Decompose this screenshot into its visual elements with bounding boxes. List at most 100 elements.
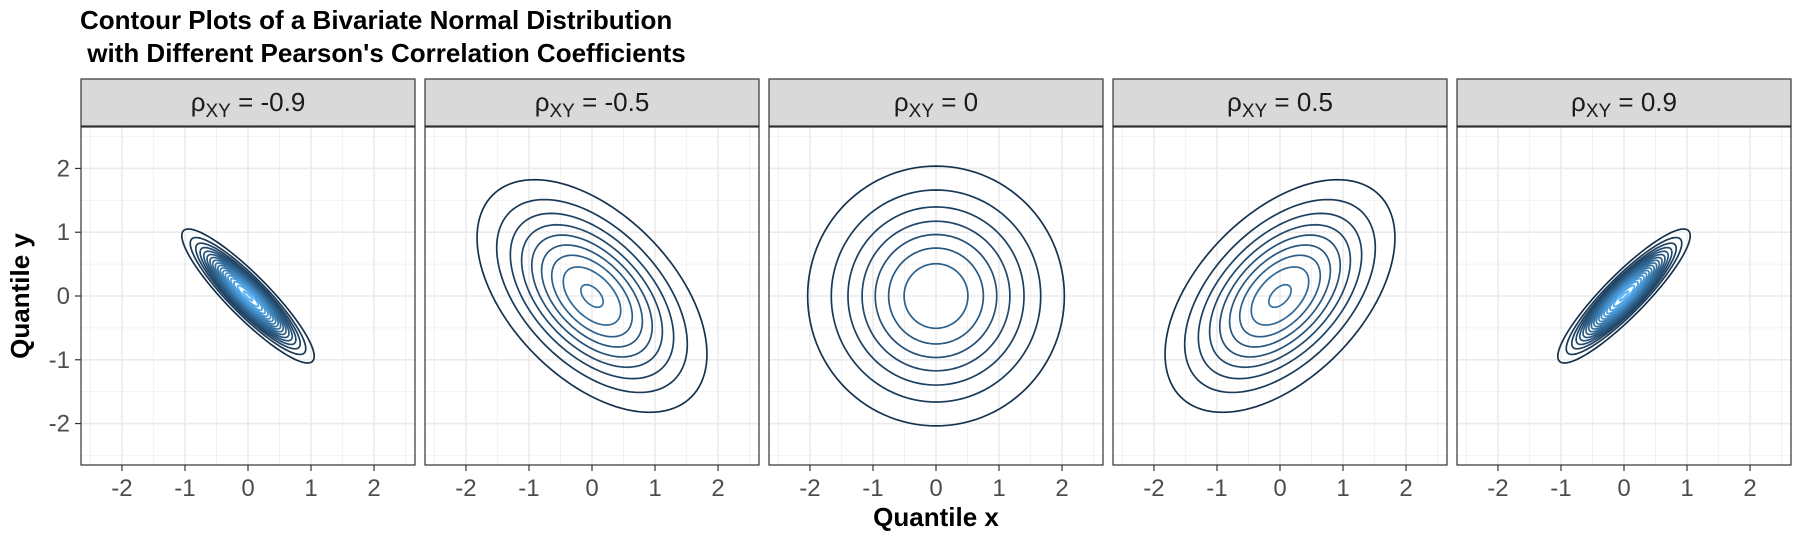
x-tick-label: 0 [585, 475, 598, 502]
x-tick-label: -1 [1550, 475, 1571, 502]
contour-line [1595, 267, 1653, 325]
contour-line [1268, 283, 1292, 309]
contour-line [550, 254, 634, 338]
contour-line [1600, 272, 1648, 320]
contour-line [1238, 254, 1322, 338]
x-tick-label: 0 [1617, 475, 1630, 502]
y-tick-label: 1 [57, 219, 70, 246]
contour-line [221, 269, 275, 323]
x-tick-label: -2 [455, 475, 476, 502]
contour-line [1570, 242, 1678, 350]
contour-line [861, 220, 1011, 372]
facet-strip-label: ρXY = 0.5 [1227, 87, 1333, 122]
contour-line [214, 262, 282, 330]
x-tick-label: 1 [1680, 475, 1693, 502]
contour-line [1164, 178, 1396, 414]
contour-line [847, 206, 1025, 386]
chart-title-line-1: Contour Plots of a Bivariate Normal Dist… [80, 5, 672, 35]
contour-line [509, 212, 675, 380]
x-tick-label: -1 [518, 475, 539, 502]
chart-title-line-2: with Different Pearson's Correlation Coe… [80, 38, 686, 68]
facet-strip [80, 78, 416, 127]
x-tick-label: 2 [1055, 475, 1068, 502]
facet-strip [768, 78, 1104, 127]
contour-line [1603, 274, 1645, 318]
x-tick-label: 2 [367, 475, 380, 502]
contour-line [217, 264, 279, 328]
contour-line [476, 178, 708, 414]
x-tick-label: 1 [992, 475, 1005, 502]
contour-line [1605, 277, 1643, 315]
contour-line [1612, 284, 1636, 308]
contour-line [209, 256, 287, 336]
contour-line [903, 262, 969, 330]
contour-line [224, 272, 272, 320]
contour-line [227, 274, 269, 318]
contour-line [1618, 290, 1630, 302]
x-tick-label: -1 [862, 475, 883, 502]
x-tick-label: -2 [1487, 475, 1508, 502]
y-tick-label: -2 [49, 411, 70, 438]
y-tick-label: 0 [57, 283, 70, 310]
contour-group [180, 228, 316, 364]
facet-panels: ρXY = -0.9 -2 -1 0 1 2 -2 -1 0 1 2 ρXY = -0.5 -2 -1 0 1… [49, 78, 1792, 502]
contour-line [1250, 266, 1310, 326]
contour-line [1575, 246, 1673, 346]
facet-strip-label: ρXY = 0.9 [1571, 87, 1677, 122]
contour-line [1556, 228, 1692, 364]
x-tick-label: 2 [1743, 475, 1756, 502]
facet-panel: ρXY = 0.5 -2 -1 0 1 2 [1112, 78, 1448, 502]
x-tick-label: 1 [1336, 475, 1349, 502]
contour-line [1578, 250, 1670, 342]
x-axis-title: Quantile x [873, 502, 999, 532]
contour-line [580, 283, 604, 309]
contour-line [206, 253, 290, 339]
contour-line [1593, 264, 1655, 328]
contour-line [1208, 223, 1352, 369]
contour-line [1197, 212, 1363, 380]
x-tick-label: -2 [799, 475, 820, 502]
x-tick-label: 0 [241, 475, 254, 502]
x-tick-label: -2 [1143, 475, 1164, 502]
facet-strip [1112, 78, 1448, 127]
contour-line [242, 290, 254, 302]
contour-line [180, 228, 316, 364]
x-tick-label: 1 [648, 475, 661, 502]
x-tick-label: 2 [711, 475, 724, 502]
contour-line [887, 247, 985, 345]
contour-group [806, 165, 1066, 427]
facet-panel: ρXY = -0.5 -2 -1 0 1 2 [424, 78, 760, 502]
contour-line [495, 198, 689, 394]
x-tick-label: -1 [1206, 475, 1227, 502]
y-tick-label: 2 [57, 155, 70, 182]
contour-group [1556, 228, 1692, 364]
contour-line [1218, 234, 1342, 358]
contour-group [476, 178, 708, 414]
y-tick-label: -1 [49, 347, 70, 374]
contour-line [236, 284, 260, 308]
facet-panel: ρXY = 0 -2 -1 0 1 2 [768, 78, 1104, 502]
contour-line [1565, 236, 1683, 356]
facet-strip-label: ρXY = -0.9 [191, 87, 306, 122]
contour-line [874, 233, 998, 359]
contour-line [540, 244, 644, 348]
contour-line [1228, 244, 1332, 348]
contour-line [199, 246, 297, 346]
y-axis-title: Quantile y [5, 233, 35, 359]
contour-group [1164, 178, 1396, 414]
contour-line [219, 267, 277, 325]
contour-line [830, 189, 1042, 403]
contour-line [806, 165, 1066, 427]
contour-line [1585, 256, 1663, 336]
contour-line [1183, 198, 1377, 394]
contour-line [530, 234, 654, 358]
contour-line [229, 277, 267, 315]
contour-line [194, 242, 302, 350]
facet-strip-label: ρXY = 0 [894, 87, 978, 122]
contour-line [562, 266, 622, 326]
contour-line [1587, 259, 1661, 333]
facet-strip [1456, 78, 1792, 127]
contour-line [1609, 280, 1639, 312]
x-tick-label: 1 [304, 475, 317, 502]
